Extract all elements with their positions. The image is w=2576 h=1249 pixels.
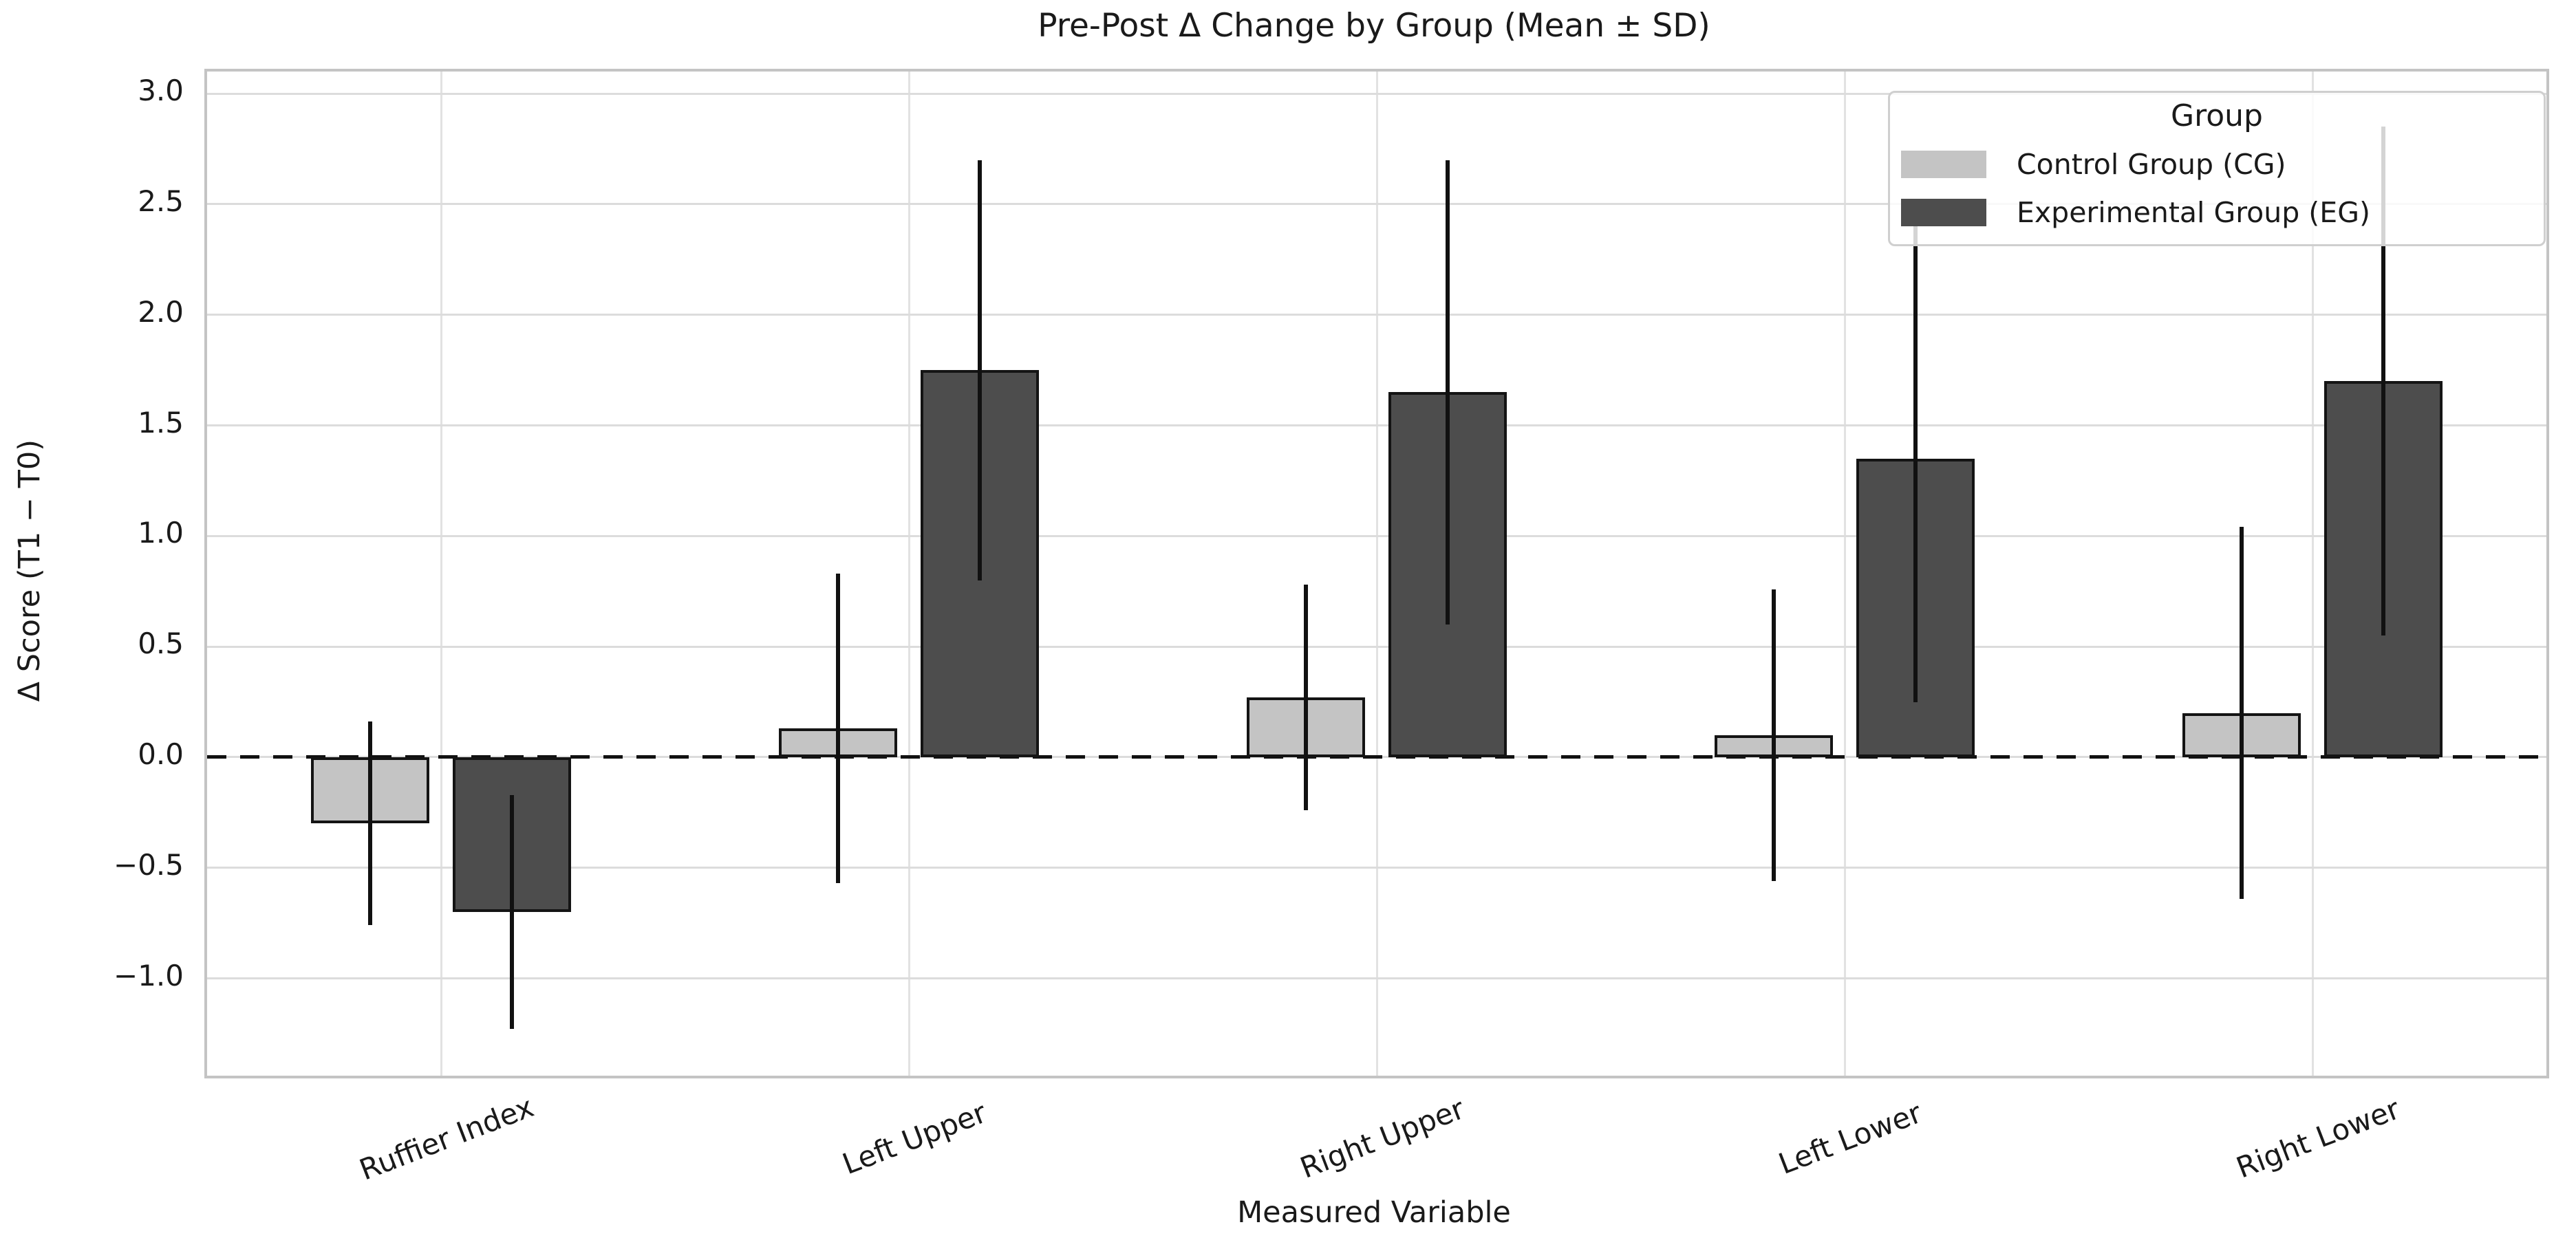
y-tick-label: 3.0 [138, 74, 184, 108]
y-axis-label: Δ Score (T1 − T0) [12, 439, 47, 702]
x-tick-label: Ruffier Index [354, 1089, 539, 1187]
gridline-vertical [2311, 72, 2314, 1076]
x-tick-label: Left Upper [837, 1095, 991, 1182]
gridline-horizontal [207, 534, 2546, 537]
x-axis-label: Measured Variable [1237, 1195, 1511, 1230]
gridline-vertical [440, 72, 442, 1076]
error-bar-eg-4 [2381, 127, 2385, 636]
error-bar-cg-4 [2240, 527, 2244, 899]
legend-label-experimental: Experimental Group (EG) [2017, 196, 2370, 229]
error-bar-eg-0 [510, 794, 514, 1030]
y-tick-label: 2.0 [138, 294, 184, 329]
legend-entry-experimental: Experimental Group (EG) [1890, 188, 2544, 237]
error-bar-cg-2 [1304, 585, 1308, 811]
error-bar-eg-3 [1913, 215, 1918, 702]
y-tick-label: 0.5 [138, 627, 184, 661]
gridline-horizontal [207, 92, 2546, 95]
y-tick-label: 1.5 [138, 405, 184, 439]
x-tick-label: Right Lower [2231, 1091, 2405, 1185]
y-tick-label: 1.0 [138, 516, 184, 550]
gridline-horizontal [207, 203, 2546, 206]
legend-swatch-experimental-icon [1901, 199, 1986, 226]
legend: Group Control Group (CG) Experimental Gr… [1888, 91, 2546, 246]
legend-label-control: Control Group (CG) [2017, 148, 2286, 181]
y-axis-label-container: Δ Score (T1 − T0) [12, 0, 47, 1142]
legend-entry-control: Control Group (CG) [1890, 140, 2544, 188]
chart-title: Pre-Post Δ Change by Group (Mean ± SD) [1038, 7, 1710, 45]
error-bar-cg-3 [1772, 589, 1776, 881]
gridline-vertical [1375, 72, 1378, 1076]
y-tick-label: −1.0 [114, 958, 184, 992]
error-bar-cg-1 [836, 574, 840, 884]
gridline-horizontal [207, 314, 2546, 316]
y-tick-label: 2.5 [138, 184, 184, 218]
gridline-horizontal [207, 867, 2546, 869]
y-tick-label: 0.0 [138, 737, 184, 771]
gridline-horizontal [207, 424, 2546, 427]
gridline-vertical [1843, 72, 1846, 1076]
gridline-horizontal [207, 977, 2546, 979]
error-bar-eg-1 [978, 160, 982, 580]
legend-swatch-control-icon [1901, 151, 1986, 178]
gridline-vertical [908, 72, 910, 1076]
gridline-horizontal [207, 645, 2546, 648]
y-tick-label: −0.5 [114, 847, 184, 882]
legend-title: Group [2171, 98, 2263, 133]
x-tick-label: Right Upper [1295, 1091, 1470, 1185]
error-bar-eg-2 [1446, 160, 1450, 624]
zero-dashed-line [207, 755, 2546, 759]
x-tick-label: Left Lower [1774, 1096, 1926, 1181]
error-bar-cg-0 [368, 721, 372, 926]
